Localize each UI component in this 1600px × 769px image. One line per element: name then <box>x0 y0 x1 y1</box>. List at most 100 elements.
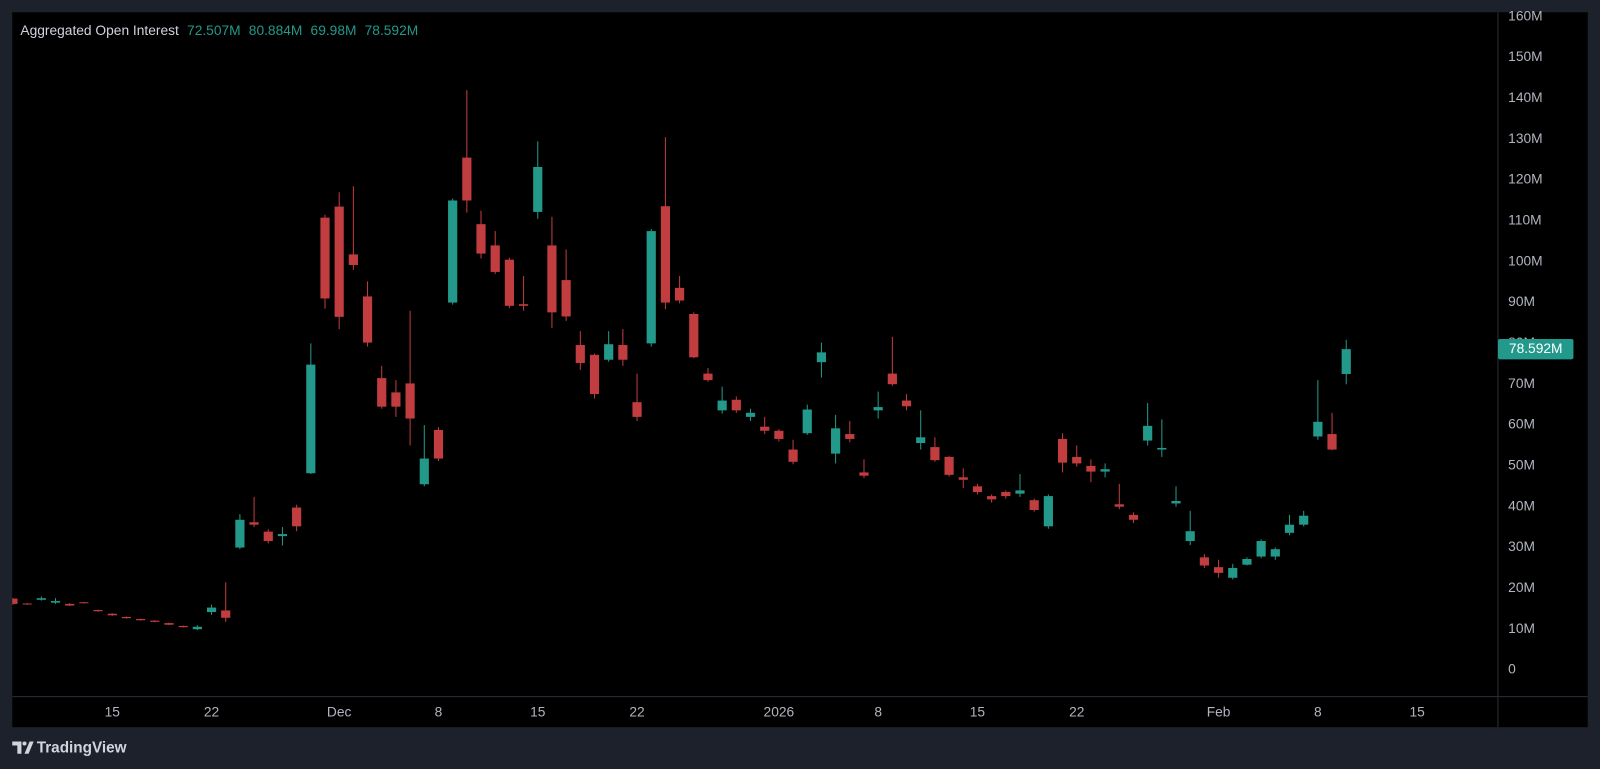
candle-body <box>987 496 997 500</box>
candle-body <box>107 613 117 616</box>
candle-body <box>533 166 543 212</box>
candle-body <box>1327 434 1337 450</box>
candle-body <box>873 407 883 411</box>
candle-body <box>845 434 855 439</box>
legend-value: 80.884M <box>249 23 303 38</box>
y-tick-label: 150M <box>1508 49 1542 64</box>
chart-background <box>12 12 1588 728</box>
candle-body <box>306 364 316 474</box>
y-tick-label: 120M <box>1508 172 1542 187</box>
legend: Aggregated Open Interest 72.507M 80.884M 6… <box>20 23 418 38</box>
x-tick-label: 22 <box>1069 705 1084 720</box>
candle-body <box>221 610 231 618</box>
brand-logo[interactable]: TradingView <box>12 740 127 757</box>
legend-title: Aggregated Open Interest <box>20 23 179 38</box>
candle-body <box>646 231 656 344</box>
candle-body <box>462 157 472 201</box>
y-tick-label: 0 <box>1508 662 1516 677</box>
candle-body <box>1299 515 1309 525</box>
y-tick-label: 70M <box>1508 376 1535 391</box>
candle-body <box>916 437 926 444</box>
candle-body <box>1114 504 1124 507</box>
candle-body <box>292 507 302 527</box>
x-tick-label: 15 <box>105 705 121 720</box>
candles <box>12 90 1351 631</box>
candle-body <box>1213 567 1224 573</box>
candle-body <box>50 601 61 603</box>
candle-body <box>731 399 741 411</box>
candle-body <box>22 603 32 605</box>
y-tick-label: 100M <box>1508 253 1542 268</box>
candle-body <box>448 200 458 303</box>
candle-body <box>575 345 585 363</box>
candle-body <box>504 259 514 306</box>
x-tick-label: 22 <box>204 705 219 720</box>
x-tick-label: Dec <box>327 705 352 720</box>
y-tick-label: 10M <box>1508 621 1535 636</box>
candle-body <box>618 345 628 360</box>
candle-body <box>1143 425 1153 441</box>
candle-body <box>334 206 344 317</box>
candle-body <box>1001 492 1011 497</box>
candle-body <box>206 607 217 613</box>
candle-body <box>831 428 841 454</box>
candle-body <box>1128 514 1139 520</box>
candle-body <box>249 522 259 525</box>
x-tick-label: 15 <box>970 705 986 720</box>
candle-body <box>164 623 174 625</box>
candle-body <box>887 373 897 385</box>
x-tick-label: Feb <box>1207 705 1231 720</box>
x-tick-label: 2026 <box>764 705 795 720</box>
candle-body <box>518 304 529 306</box>
candle-body <box>802 409 812 434</box>
candle-body <box>235 519 245 548</box>
y-tick-label: 110M <box>1508 213 1541 228</box>
legend-value: 78.592M <box>365 23 419 38</box>
candle-body <box>1029 500 1039 510</box>
brand-name[interactable]: TradingView <box>37 740 127 757</box>
candle-body <box>348 254 358 265</box>
candle-body <box>150 620 160 622</box>
candle-body <box>1228 567 1238 578</box>
candle-body <box>589 354 600 395</box>
legend-value: 72.507M <box>187 23 241 38</box>
candle-body <box>703 373 713 381</box>
candle-body <box>263 531 273 542</box>
candle-body <box>1199 557 1209 566</box>
candle-body <box>859 472 869 476</box>
candle-body <box>632 402 642 417</box>
y-tick-label: 50M <box>1508 458 1535 473</box>
y-tick-label: 140M <box>1508 90 1542 105</box>
y-tick-label: 30M <box>1508 539 1535 554</box>
candle-body <box>1270 549 1280 557</box>
candle-body <box>717 400 727 411</box>
candle-body <box>1057 438 1068 463</box>
candle-body <box>405 383 415 419</box>
candle-body <box>362 296 373 343</box>
candle-body <box>760 426 770 431</box>
candle-body <box>178 625 188 628</box>
candle-body <box>36 598 46 600</box>
candle-body <box>1157 447 1167 450</box>
candle-body <box>958 477 968 480</box>
candle-body <box>65 603 75 606</box>
candle-body <box>12 598 18 604</box>
candle-body <box>377 378 387 407</box>
candle-body <box>1171 501 1181 504</box>
candle-body <box>476 224 486 254</box>
candle-body <box>972 486 983 493</box>
legend-value: 69.98M <box>311 23 357 38</box>
candle-body <box>816 352 827 363</box>
candle-body <box>1313 421 1323 437</box>
candle-body <box>1185 531 1195 542</box>
x-tick-label: 8 <box>874 705 882 720</box>
candle-body <box>604 344 614 360</box>
candle-body <box>561 280 571 317</box>
candle-body <box>433 429 444 459</box>
candle-body <box>689 313 699 358</box>
y-tick-label: 20M <box>1508 580 1535 595</box>
candle-body <box>1086 465 1096 472</box>
candle-body <box>1100 469 1110 472</box>
